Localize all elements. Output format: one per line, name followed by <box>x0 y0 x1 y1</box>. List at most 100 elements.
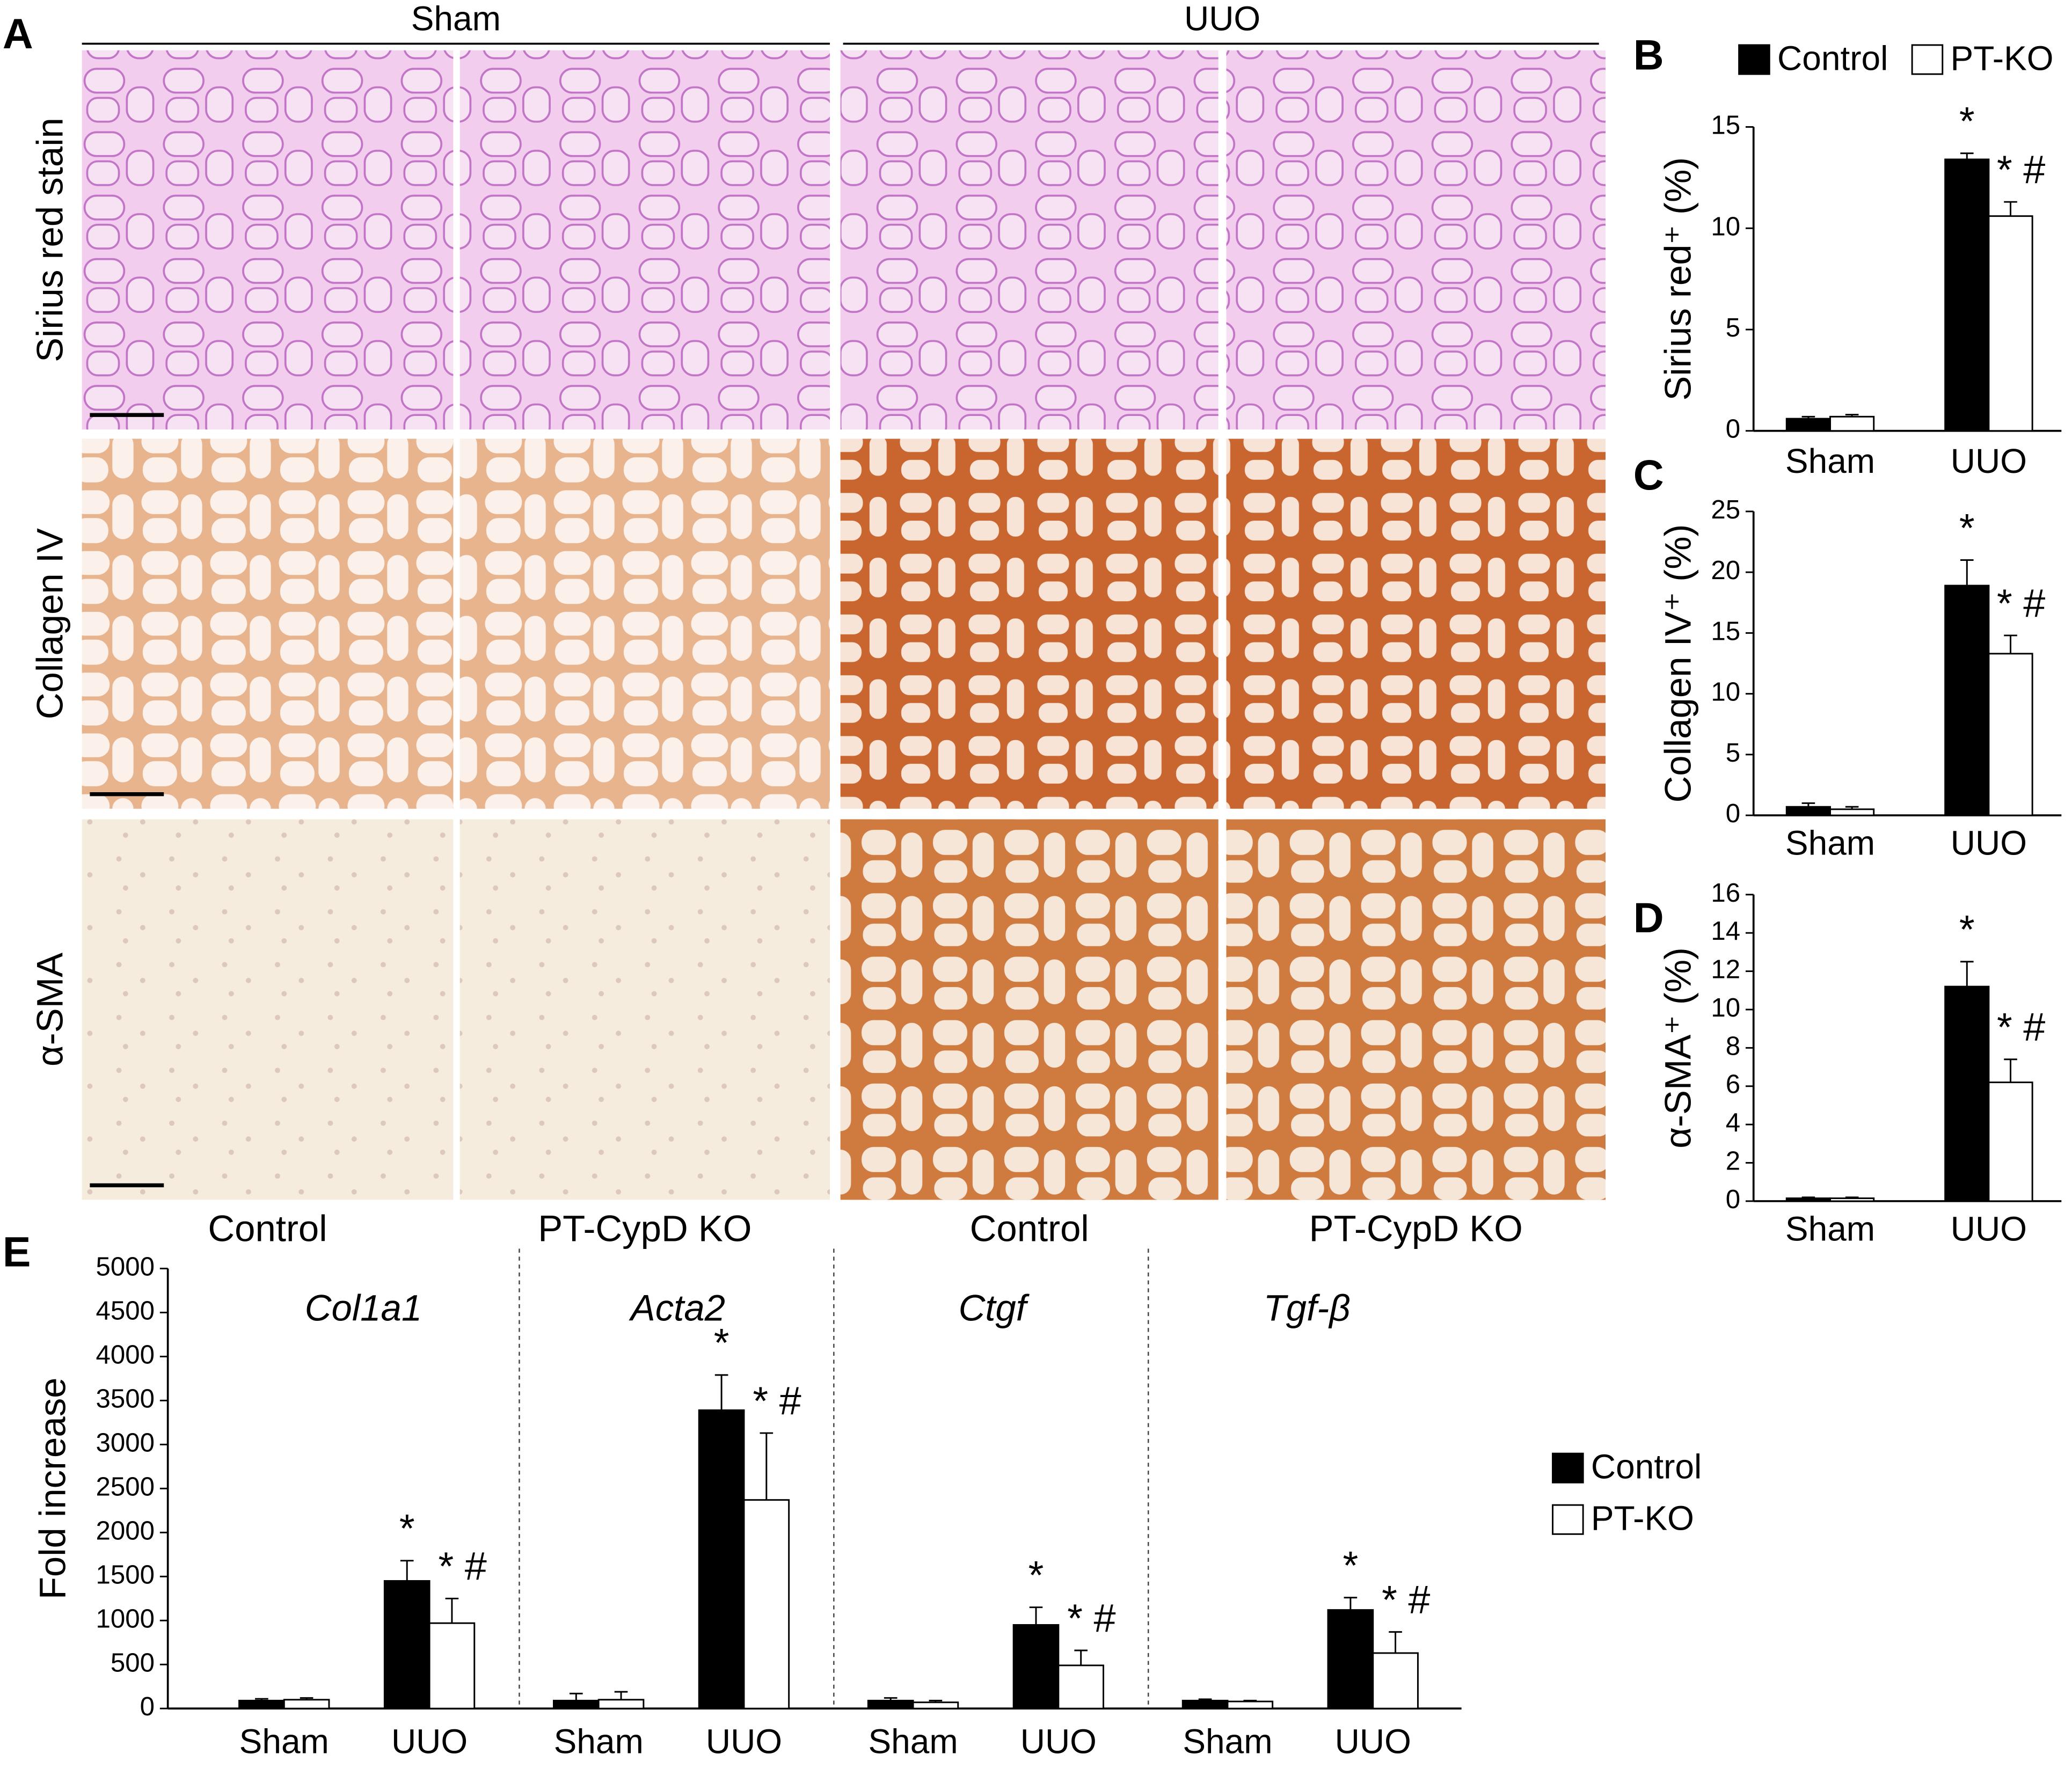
y-tick-label: 4 <box>1726 1108 1740 1137</box>
bar <box>238 1700 285 1709</box>
x-tick-label: UUO <box>391 1722 468 1761</box>
y-tick-label: 500 <box>111 1648 155 1677</box>
significance-label: * <box>399 1506 415 1551</box>
bar <box>1829 808 1875 816</box>
y-tick-label: 12 <box>1711 955 1740 984</box>
bar <box>1988 653 2033 816</box>
panel-label: D <box>1633 894 1664 941</box>
panel-label: E <box>3 1229 31 1276</box>
micrograph <box>459 50 830 430</box>
significance-label: * # <box>1997 148 2045 192</box>
y-tick-label: 3000 <box>96 1428 155 1457</box>
legend-swatch <box>1738 44 1770 75</box>
bar <box>1944 985 1990 1202</box>
legend-swatch <box>1552 1452 1584 1483</box>
micrograph <box>1226 819 1606 1200</box>
y-tick-label: 10 <box>1711 993 1740 1022</box>
legend-swatch <box>1552 1504 1584 1535</box>
micrograph <box>1226 438 1606 809</box>
micrograph <box>840 50 1219 430</box>
bar <box>1372 1652 1419 1709</box>
bar <box>1944 158 1990 432</box>
y-tick-label: 15 <box>1711 111 1740 140</box>
legend-label: PT-KO <box>1591 1499 1694 1538</box>
bar <box>1057 1664 1105 1709</box>
y-tick-label: 4500 <box>96 1296 155 1325</box>
x-tick-label: UUO <box>1951 442 2027 480</box>
legend-swatch <box>1911 44 1944 75</box>
micrograph <box>840 438 1219 809</box>
significance-label: * # <box>753 1378 801 1423</box>
bar <box>428 1622 476 1709</box>
group-title: Tgf-β <box>1264 1287 1351 1328</box>
bar <box>1829 1197 1875 1202</box>
significance-label: * <box>1959 99 1975 143</box>
row-label: Sirius red stain <box>30 118 71 362</box>
x-tick-label: UUO <box>1335 1722 1411 1761</box>
y-axis-title: α-SMA⁺ (%) <box>1658 947 1699 1149</box>
bar <box>1829 415 1875 432</box>
y-tick-label: 2000 <box>96 1516 155 1545</box>
panel-label: A <box>3 10 33 57</box>
micrograph <box>840 819 1219 1200</box>
significance-label: * <box>1959 907 1975 952</box>
bar <box>1181 1700 1229 1709</box>
significance-label: * <box>1959 506 1975 550</box>
column-label: PT-CypD KO <box>1309 1208 1523 1249</box>
y-tick-label: 5000 <box>96 1252 155 1281</box>
y-tick-label: 5 <box>1726 738 1740 768</box>
y-tick-label: 25 <box>1711 495 1740 524</box>
significance-label: * # <box>1997 581 2045 625</box>
bar <box>1785 418 1831 432</box>
y-tick-label: 10 <box>1711 677 1740 707</box>
bar <box>867 1700 914 1709</box>
y-tick-label: 2500 <box>96 1472 155 1501</box>
x-tick-label: Sham <box>868 1722 958 1761</box>
y-tick-label: 0 <box>140 1692 155 1721</box>
group-title: Col1a1 <box>305 1287 422 1328</box>
micrograph <box>82 438 454 809</box>
bar <box>383 1580 431 1709</box>
x-tick-label: Sham <box>1183 1722 1272 1761</box>
bar <box>1327 1609 1374 1709</box>
panel-label: B <box>1633 31 1664 78</box>
group-label: UUO <box>1184 0 1260 38</box>
x-tick-label: Sham <box>239 1722 329 1761</box>
y-tick-label: 0 <box>1726 1185 1740 1214</box>
column-label: Control <box>208 1208 327 1249</box>
y-axis-title: Collagen IV⁺ (%) <box>1658 524 1699 803</box>
micrograph <box>459 438 830 809</box>
y-tick-label: 2 <box>1726 1146 1740 1176</box>
panel-label: C <box>1633 451 1664 499</box>
legend-label: Control <box>1591 1448 1702 1486</box>
bar <box>1988 215 2033 432</box>
row-label: Collagen IV <box>30 528 71 719</box>
significance-label: * # <box>1997 1005 2045 1049</box>
y-tick-label: 1500 <box>96 1560 155 1589</box>
y-axis-title: Sirius red⁺ (%) <box>1658 157 1699 401</box>
y-tick-label: 6 <box>1726 1070 1740 1099</box>
micrograph <box>1226 50 1606 430</box>
y-tick-label: 8 <box>1726 1031 1740 1061</box>
bar <box>597 1699 645 1709</box>
x-tick-label: Sham <box>1785 1209 1875 1248</box>
y-tick-label: 20 <box>1711 556 1740 585</box>
micrograph <box>82 50 454 430</box>
bar <box>1785 1197 1831 1202</box>
bar <box>743 1499 790 1709</box>
group-title: Acta2 <box>629 1287 725 1328</box>
micrograph <box>459 819 830 1200</box>
y-tick-label: 4000 <box>96 1340 155 1369</box>
micrograph <box>82 819 454 1200</box>
significance-label: * # <box>1067 1596 1115 1640</box>
x-tick-label: UUO <box>1020 1722 1097 1761</box>
bar <box>912 1701 959 1709</box>
y-tick-label: 15 <box>1711 616 1740 646</box>
y-tick-label: 16 <box>1711 878 1740 908</box>
significance-label: * <box>714 1320 729 1365</box>
x-tick-label: UUO <box>1951 824 2027 863</box>
x-tick-label: Sham <box>1785 824 1875 863</box>
x-tick-label: UUO <box>706 1722 782 1761</box>
